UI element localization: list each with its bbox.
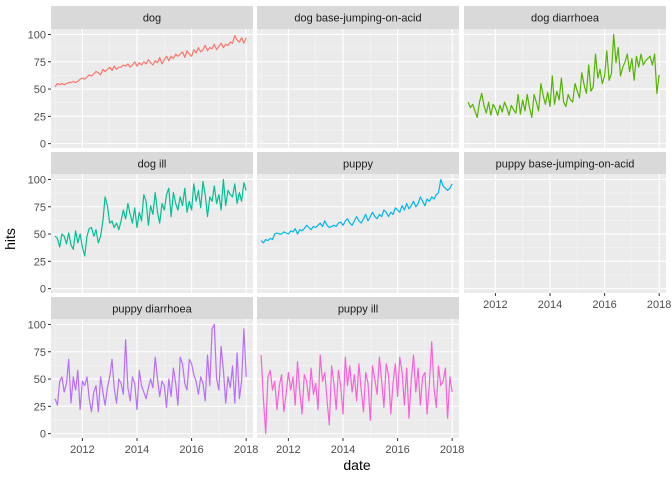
facet-strip-label: dog bbox=[143, 13, 161, 25]
series-line-dog-ill bbox=[54, 178, 247, 257]
facet-strip-label: puppy bbox=[343, 159, 373, 171]
y-tick-label: 100 bbox=[28, 319, 46, 331]
facet-strip-label: puppy ill bbox=[338, 304, 378, 316]
x-tick-label: 2018 bbox=[440, 444, 464, 456]
panel-puppy-ill: puppy ill 2012 2014 2016 2018 bbox=[257, 297, 464, 456]
series-line-puppy bbox=[260, 178, 453, 244]
y-tick-label: 50 bbox=[34, 374, 46, 386]
panels-layer: dog 0 25 50 75 100 dog base-jumping-on-acid dog… bbox=[28, 6, 671, 456]
facet-strip-label: dog diarrhoea bbox=[531, 13, 600, 25]
series-line-dog bbox=[54, 34, 247, 88]
x-tick-label: 2016 bbox=[179, 444, 203, 456]
series-line-puppy-ill bbox=[260, 341, 453, 435]
panel-puppy: puppy bbox=[257, 152, 459, 293]
x-tick-label: 2018 bbox=[647, 299, 671, 311]
facet-strip bbox=[464, 6, 666, 29]
facet-strip-label: puppy base-jumping-on-acid bbox=[496, 159, 635, 171]
y-tick-label: 0 bbox=[40, 284, 46, 296]
panel-dog-ill: dog ill 0 25 50 75 100 bbox=[28, 152, 253, 296]
x-tick-label: 2018 bbox=[234, 444, 258, 456]
y-tick-label: 50 bbox=[34, 229, 46, 241]
y-tick-label: 75 bbox=[34, 57, 46, 69]
x-tick-label: 2012 bbox=[70, 444, 94, 456]
panel-puppy-diarrhoea: puppy diarrhoea 0 25 50 75 100 2012 2014 2016 201… bbox=[28, 297, 258, 456]
y-tick-label: 0 bbox=[40, 139, 46, 151]
facet-strip-label: dog ill bbox=[138, 159, 167, 171]
facet-strip bbox=[257, 152, 459, 175]
panel-dog: dog 0 25 50 75 100 bbox=[28, 6, 253, 151]
y-tick-label: 75 bbox=[34, 347, 46, 359]
facet-strip bbox=[51, 6, 253, 29]
facet-strip bbox=[51, 152, 253, 175]
facet-strip-label: dog base-jumping-on-acid bbox=[294, 13, 421, 25]
panel-dog-diarrhoea: dog diarrhoea bbox=[464, 6, 666, 148]
x-axis-title: date bbox=[343, 457, 370, 473]
y-tick-label: 50 bbox=[34, 84, 46, 96]
series-line-dog-diarrhoea bbox=[467, 33, 660, 119]
x-tick-label: 2014 bbox=[125, 444, 149, 456]
x-tick-label: 2014 bbox=[538, 299, 562, 311]
facet-strip bbox=[464, 152, 666, 175]
facet-strip bbox=[257, 297, 459, 320]
x-tick-label: 2012 bbox=[276, 444, 300, 456]
y-tick-label: 25 bbox=[34, 401, 46, 413]
panel-dog-base-jumping-on-acid: dog base-jumping-on-acid bbox=[257, 6, 459, 148]
y-tick-label: 100 bbox=[28, 29, 46, 41]
facet-strip-label: puppy diarrhoea bbox=[112, 304, 192, 316]
facet-strip bbox=[257, 6, 459, 29]
x-tick-label: 2016 bbox=[592, 299, 616, 311]
y-tick-label: 25 bbox=[34, 111, 46, 123]
facet-strip bbox=[51, 297, 253, 320]
x-tick-label: 2016 bbox=[385, 444, 409, 456]
panel-puppy-base-jumping-on-acid: puppy base-jumping-on-acid 2012 2014 2016 20… bbox=[464, 152, 671, 311]
x-tick-label: 2012 bbox=[483, 299, 507, 311]
y-tick-label: 100 bbox=[28, 174, 46, 186]
y-tick-label: 25 bbox=[34, 256, 46, 268]
series-line-puppy-diarrhoea bbox=[54, 323, 247, 413]
y-tick-label: 0 bbox=[40, 429, 46, 441]
y-axis-title: hits bbox=[2, 228, 18, 250]
x-tick-label: 2014 bbox=[331, 444, 355, 456]
y-tick-label: 75 bbox=[34, 202, 46, 214]
